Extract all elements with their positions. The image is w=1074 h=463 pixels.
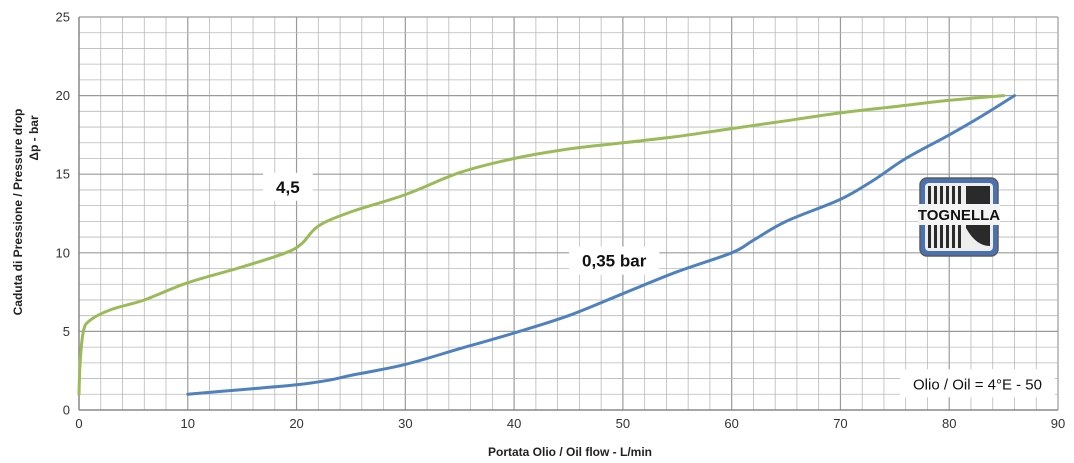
x-axis-title: Portata Olio / Oil flow - L/min: [488, 445, 652, 459]
series-line-1: [186, 94, 1016, 396]
annotation-label-0: 4,5: [276, 178, 300, 197]
x-tick-label: 0: [75, 416, 82, 431]
y-tick-label: 5: [63, 324, 70, 339]
logo-text-band: [918, 204, 1000, 225]
grid: [78, 16, 1059, 411]
x-tick-label: 30: [398, 416, 412, 431]
x-tick-label: 70: [833, 416, 847, 431]
x-tick-label: 50: [616, 416, 630, 431]
annotation-label-2: Olio / Oil = 4°E - 50: [913, 376, 1042, 393]
annotation-label-1: 0,35 bar: [582, 252, 647, 271]
annotation-box-0: [263, 172, 313, 201]
x-tick-label: 40: [507, 416, 521, 431]
x-tick-label: 80: [942, 416, 956, 431]
y-tick-label: 20: [56, 88, 70, 103]
x-tick-label: 10: [181, 416, 195, 431]
annotation-box-1: [569, 246, 660, 275]
ticks-group: 0 10 20 30 40 50 60 70 80 90 0 5 10 15 20 25: [56, 10, 1066, 432]
y-axis-title-line1: Caduta di Pressione / Pressure drop: [11, 109, 25, 316]
x-tick-label: 60: [724, 416, 738, 431]
series-group: [77, 94, 1016, 396]
annotation-box-2: [900, 369, 1055, 398]
y-tick-label: 25: [56, 10, 70, 25]
annotations-group: 4,5 0,35 bar Olio / Oil = 4°E - 50: [263, 172, 1055, 398]
series-line-0: [77, 94, 1006, 396]
logo-text: TOGNELLA: [918, 207, 1000, 224]
tognella-logo: TOGNELLA: [918, 177, 1000, 257]
y-tick-label: 15: [56, 167, 70, 182]
y-tick-label: 10: [56, 245, 70, 260]
x-tick-label: 20: [289, 416, 303, 431]
x-tick-label: 90: [1051, 416, 1065, 431]
y-axis-title-line2: Δp - bar: [27, 115, 41, 161]
y-tick-label: 0: [63, 403, 70, 418]
